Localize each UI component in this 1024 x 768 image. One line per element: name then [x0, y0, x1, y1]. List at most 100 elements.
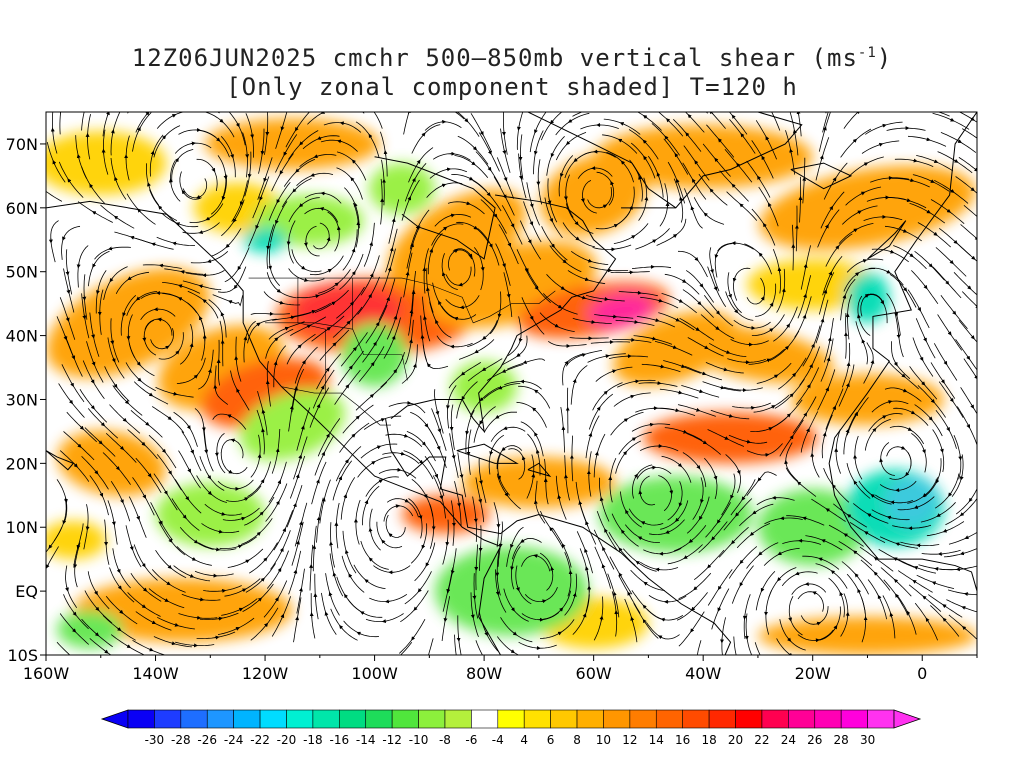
colorbar-label: 18	[701, 733, 716, 747]
colorbar-swatch	[286, 709, 314, 729]
colorbar-label: 20	[728, 733, 743, 747]
colorbar-swatch	[365, 709, 393, 729]
streamline-22	[59, 112, 62, 135]
border-2	[265, 322, 408, 381]
colorbar-swatch	[814, 709, 842, 729]
streamline-360	[399, 641, 413, 655]
streamline-672	[696, 640, 702, 655]
border-0	[248, 277, 556, 324]
streamline-958	[961, 128, 977, 139]
shading-blob-0	[46, 267, 210, 378]
streamline-791	[778, 66, 794, 108]
colorbar-label: -26	[197, 733, 217, 747]
colorbar-label: -20	[277, 733, 297, 747]
shading-blob-31	[599, 476, 753, 553]
coastline-1	[385, 418, 732, 655]
border-1	[281, 386, 392, 426]
title-main-text: 12Z06JUN2025 cmchr 500–850mb vertical sh…	[131, 44, 858, 72]
streamline-980	[976, 182, 977, 183]
shading-blob-30	[434, 546, 589, 636]
shading-blob-25	[46, 520, 107, 560]
lon-tick-label: 100W	[351, 664, 398, 683]
title-line-2: [Only zonal component shaded] T=120 h	[226, 73, 798, 101]
colorbar-label: -14	[356, 733, 376, 747]
lat-tick-label: 50N	[6, 263, 38, 282]
colorbar-swatch	[206, 709, 234, 729]
border-3	[297, 278, 326, 394]
streamline-972	[985, 364, 1011, 398]
shading-blob-40	[369, 163, 435, 215]
coastline-8	[456, 443, 519, 464]
coastline-3	[374, 156, 496, 260]
colorbar-label: -4	[492, 733, 504, 747]
lat-tick-label: 60N	[6, 199, 38, 218]
streamline-981	[980, 154, 1011, 182]
lat-tick-label: 20N	[6, 454, 38, 473]
streamline-23	[64, 64, 80, 106]
map-title: 12Z06JUN2025 cmchr 500–850mb vertical sh…	[0, 0, 1024, 112]
streamline-970	[979, 412, 999, 451]
colorbar-swatch	[444, 709, 472, 729]
streamline-911	[936, 112, 950, 117]
colorbar-label: 8	[573, 733, 581, 747]
colorbar-label: -16	[330, 733, 350, 747]
streamline-863	[869, 93, 906, 105]
streamline-971	[982, 384, 1006, 420]
colorbar-swatch	[523, 709, 551, 729]
shading-blob-20	[73, 578, 293, 643]
streamline-407	[454, 112, 465, 120]
shading-blob-38	[243, 226, 287, 253]
shading-blob-16	[642, 412, 819, 464]
colorbar-label: 24	[781, 733, 796, 747]
colorbar-label: 4	[520, 733, 528, 747]
streamlines	[46, 64, 1011, 655]
colorbar-swatch	[603, 709, 631, 729]
streamline-814	[822, 112, 829, 133]
lat-tick-label: 30N	[6, 390, 38, 409]
colorbar-label: -6	[465, 733, 477, 747]
streamline-720	[754, 642, 761, 655]
streamline-973	[976, 335, 977, 337]
streamline-358	[373, 112, 383, 129]
streamline-408	[454, 634, 457, 655]
colorbar-label: -8	[439, 733, 451, 747]
streamline-71	[106, 72, 131, 107]
colorbar-swatch	[180, 709, 208, 729]
coastline-2	[390, 194, 617, 434]
lon-tick-label: 40W	[685, 664, 721, 683]
streamline-432	[475, 640, 483, 655]
streamline-383	[407, 66, 425, 105]
shear-shading	[46, 118, 977, 655]
streamline-46	[81, 112, 85, 131]
shading-blob-23	[46, 131, 167, 196]
streamline-671	[653, 83, 686, 108]
lat-tick-label: 10N	[6, 518, 38, 537]
shading-blob-39	[56, 610, 123, 649]
colorbar-swatch	[127, 709, 155, 729]
colorbar-swatch	[867, 709, 895, 729]
lon-tick-label: 0	[917, 664, 927, 683]
streamline-951	[961, 291, 977, 307]
streamline-623	[594, 99, 633, 106]
coastlines	[46, 112, 977, 655]
colorbar-swatch	[788, 709, 816, 729]
streamline-743	[723, 73, 751, 106]
lon-tick-label: 80W	[466, 664, 502, 683]
streamline-119	[149, 91, 184, 109]
colorbar-label: -24	[224, 733, 244, 747]
streamline-766	[771, 112, 781, 131]
colorbar-label: 30	[860, 733, 875, 747]
latitude-axis: 70N 60N 50N 40N 30N 20N 10N EQ 10S	[6, 135, 46, 665]
colorbar-swatch	[550, 709, 578, 729]
shading-blob-22	[757, 616, 977, 655]
colorbar-right-arrow	[893, 709, 922, 729]
shading-blob-18	[462, 456, 616, 509]
streamline-47	[85, 72, 103, 112]
coastline-6	[828, 112, 977, 655]
colorbar-swatch	[840, 709, 868, 729]
lon-tick-label: 160W	[23, 664, 70, 683]
title-line-1: 12Z06JUN2025 cmchr 500–850mb vertical sh…	[0, 44, 1024, 72]
streamline-968	[979, 451, 986, 495]
lon-tick-label: 20W	[795, 664, 831, 683]
